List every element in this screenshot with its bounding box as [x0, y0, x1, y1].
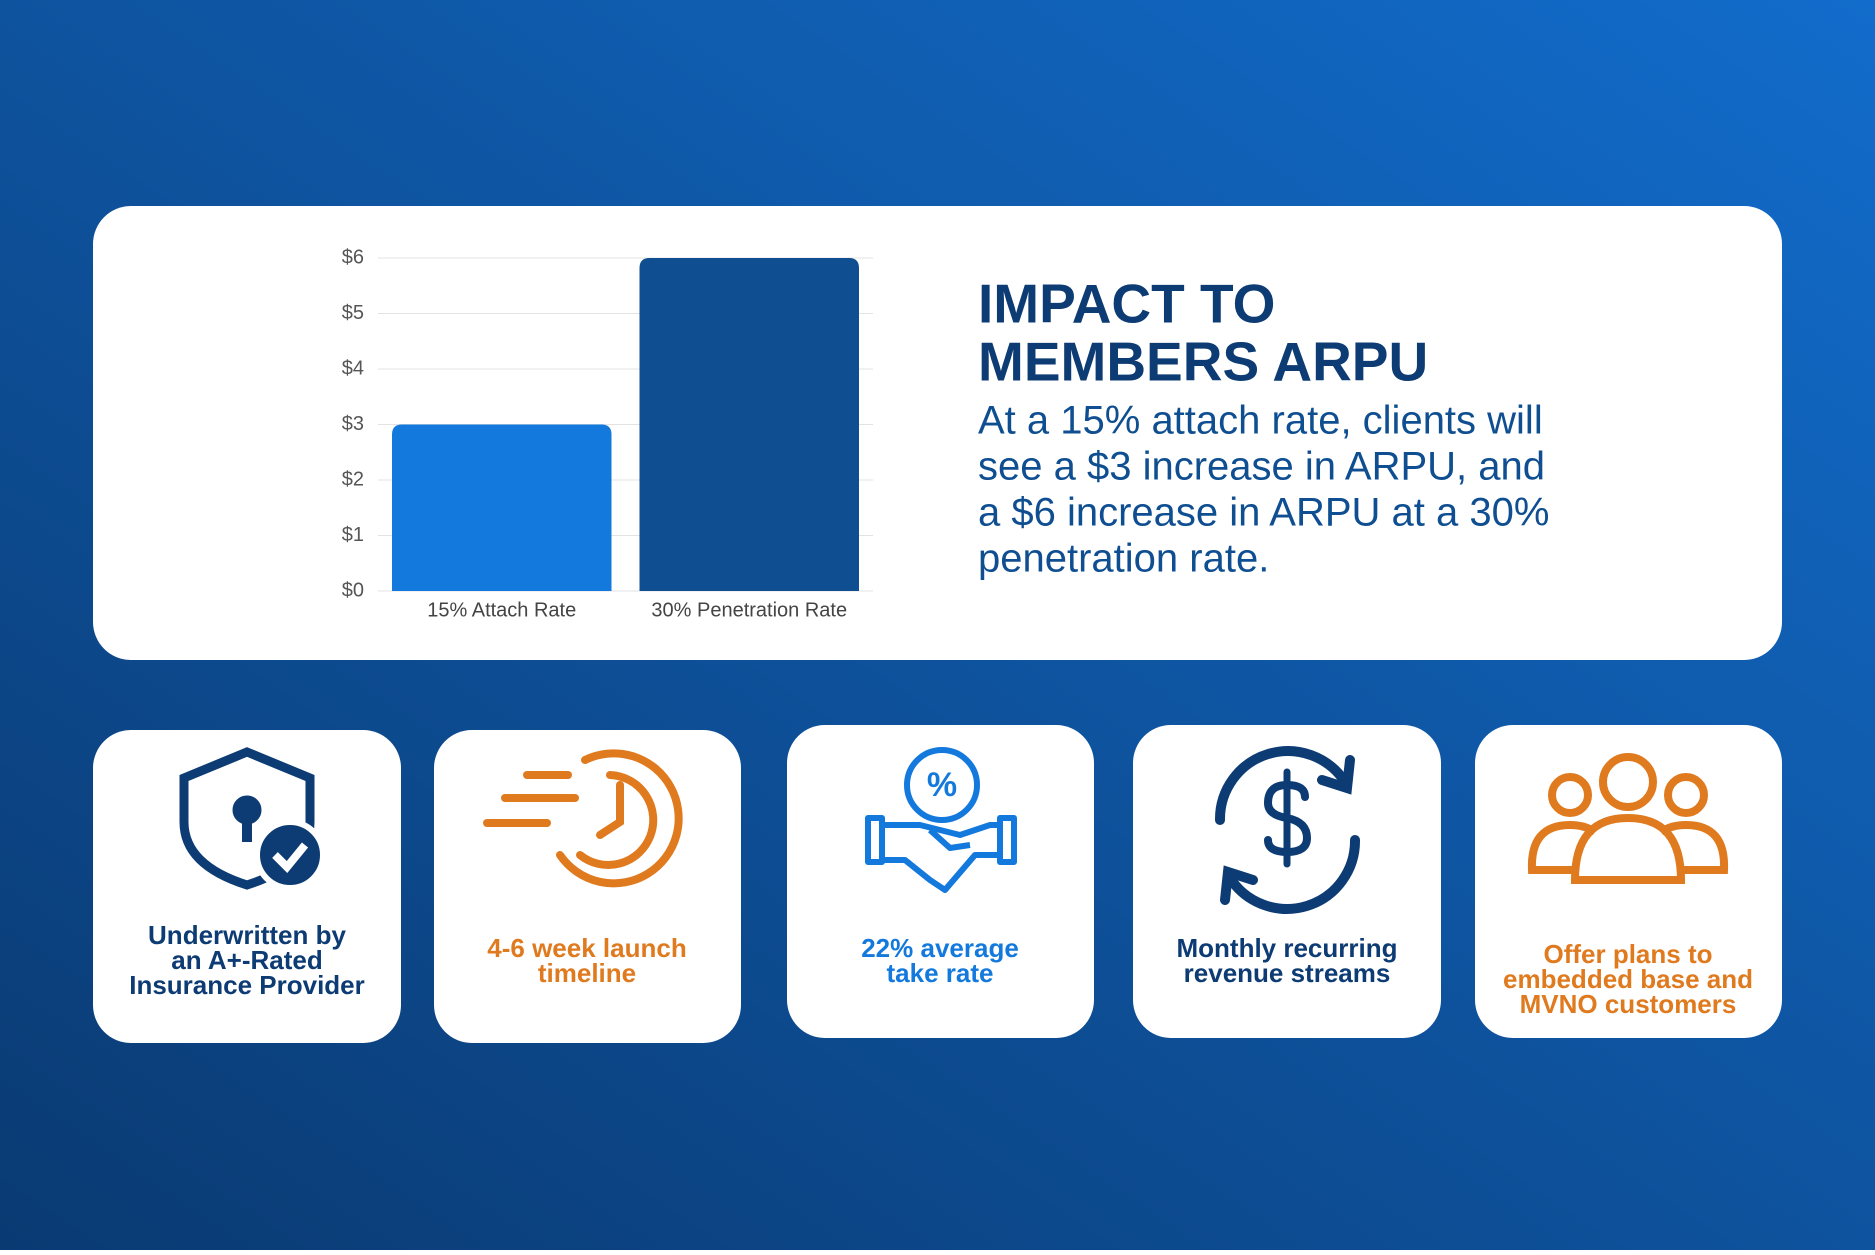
headline-body: a $6 increase in ARPU at a 30%: [978, 491, 1549, 535]
y-tick-label: $1: [342, 524, 364, 546]
card-label: revenue streams: [1184, 958, 1391, 988]
people-icon: [1527, 753, 1729, 884]
headline-body: At a 15% attach rate, clients will: [978, 399, 1543, 443]
headline-title: MEMBERS ARPU: [978, 331, 1428, 393]
card-label: take rate: [887, 958, 994, 988]
y-tick-label: $5: [342, 302, 364, 324]
y-tick-label: $6: [342, 246, 364, 268]
card: [1133, 725, 1441, 1038]
recurring-dollar-icon: [1214, 746, 1361, 914]
bar: [392, 424, 612, 591]
card: [787, 725, 1094, 1038]
card-label: embedded base and: [1503, 964, 1753, 994]
feature-cards: [93, 725, 1782, 1043]
y-tick-label: $0: [342, 579, 364, 601]
y-tick-label: $2: [342, 468, 364, 490]
svg-text:%: %: [927, 766, 957, 804]
card-label: Underwritten by: [148, 920, 346, 950]
shield-icon: [179, 747, 326, 891]
card: [434, 730, 741, 1043]
bar: [639, 258, 859, 591]
clock-icon: [483, 749, 683, 888]
y-tick-label: $3: [342, 413, 364, 435]
x-tick-label: 15% Attach Rate: [427, 599, 576, 621]
card-label: Insurance Provider: [129, 970, 365, 1000]
card-label: Offer plans to: [1543, 939, 1712, 969]
card-label: timeline: [538, 958, 636, 988]
card-label: MVNO customers: [1520, 989, 1737, 1019]
card-label: an A+-Rated: [171, 945, 322, 975]
card-label: 4-6 week launch: [487, 933, 686, 963]
card-label: 22% average: [861, 933, 1019, 963]
y-tick-label: $4: [342, 357, 364, 379]
headline-body: penetration rate.: [978, 537, 1269, 581]
card-label: Monthly recurring: [1176, 933, 1397, 963]
headline-title: IMPACT TO: [978, 273, 1275, 335]
headline-body: see a $3 increase in ARPU, and: [978, 445, 1545, 489]
handshake-icon: %: [865, 747, 1017, 893]
x-tick-label: 30% Penetration Rate: [651, 599, 847, 621]
